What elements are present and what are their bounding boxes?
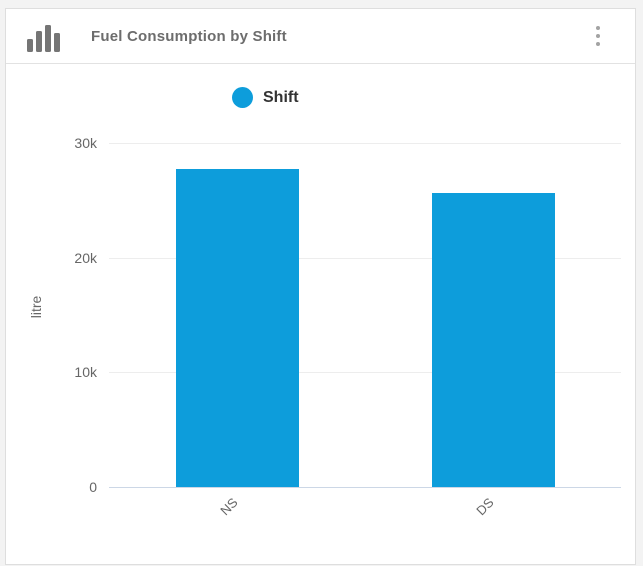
bar-ns[interactable] — [176, 169, 299, 487]
x-tick-label-ns: NS — [217, 494, 241, 519]
y-tick-label-20k: 20k — [74, 249, 97, 266]
gridline-10k — [109, 372, 621, 374]
y-tick-label-30k: 30k — [74, 135, 97, 151]
y-axis-title: litre — [28, 295, 44, 319]
x-tick-label-ds: DS — [473, 494, 497, 519]
legend-marker — [232, 87, 253, 108]
legend-item-shift[interactable]: Shift — [232, 87, 299, 108]
y-tick-label-0: 0 — [89, 479, 97, 495]
legend-label: Shift — [263, 88, 299, 106]
widget-title: Fuel Consumption by Shift — [91, 27, 287, 45]
gridline-20k — [109, 257, 621, 259]
gridline-30k — [109, 143, 621, 144]
bar-chart-icon — [26, 20, 60, 52]
widget-header: Fuel Consumption by Shift — [6, 9, 635, 64]
bar-ds[interactable] — [432, 193, 555, 487]
more-options-button[interactable] — [587, 21, 609, 51]
chart-widget-card: Fuel Consumption by Shift Shift litre 0 1… — [5, 8, 636, 565]
plot-area: 0 10k 20k 30k NS DS — [74, 135, 621, 518]
y-tick-label-10k: 10k — [74, 364, 97, 381]
